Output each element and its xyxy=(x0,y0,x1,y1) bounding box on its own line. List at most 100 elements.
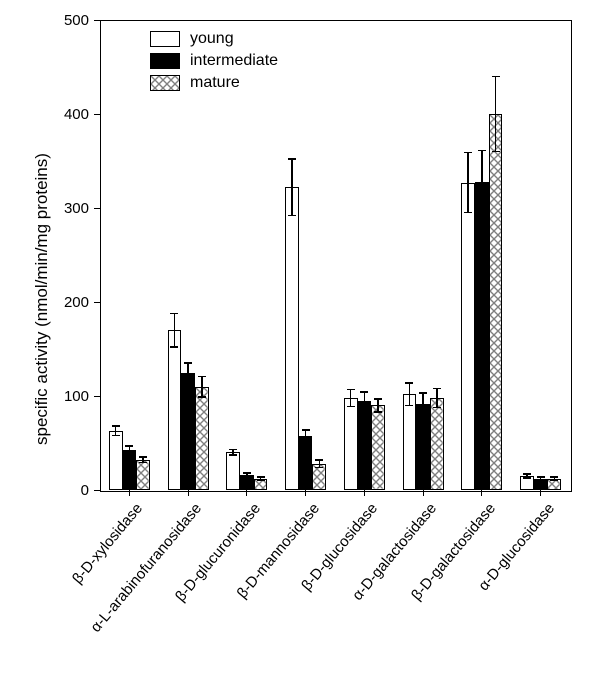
x-tick xyxy=(129,490,130,496)
legend-label: mature xyxy=(190,74,240,92)
error-bar xyxy=(174,313,176,347)
error-bar xyxy=(187,363,189,382)
bar xyxy=(109,431,123,490)
error-bar xyxy=(481,151,483,213)
bar xyxy=(430,398,444,490)
error-bar xyxy=(201,376,203,397)
legend-row: intermediate xyxy=(150,52,278,70)
error-cap xyxy=(302,429,310,431)
x-tick xyxy=(364,490,365,496)
error-cap xyxy=(243,476,251,478)
error-cap xyxy=(315,459,323,461)
bar xyxy=(285,187,299,490)
error-cap xyxy=(184,362,192,364)
error-bar xyxy=(436,388,438,407)
bar xyxy=(403,394,417,490)
error-cap xyxy=(478,212,486,214)
legend-label: intermediate xyxy=(190,52,278,70)
error-cap xyxy=(288,215,296,217)
error-cap xyxy=(419,413,427,415)
error-cap xyxy=(492,151,500,153)
error-bar xyxy=(467,153,469,213)
error-cap xyxy=(184,381,192,383)
y-tick-label: 200 xyxy=(49,294,89,311)
legend-swatch xyxy=(150,31,180,47)
y-tick-label: 500 xyxy=(49,12,89,29)
bar xyxy=(123,450,137,490)
error-cap xyxy=(347,389,355,391)
error-cap xyxy=(492,76,500,78)
error-cap xyxy=(257,476,265,478)
error-cap xyxy=(112,425,120,427)
error-bar xyxy=(364,392,366,409)
bar xyxy=(416,404,430,490)
error-cap xyxy=(419,392,427,394)
bar xyxy=(299,436,313,490)
x-tick xyxy=(246,490,247,496)
bar xyxy=(475,182,489,490)
error-bar xyxy=(305,430,307,443)
error-bar xyxy=(350,389,352,406)
y-tick xyxy=(94,302,100,303)
error-cap xyxy=(537,480,545,482)
x-tick xyxy=(481,490,482,496)
error-cap xyxy=(139,462,147,464)
error-cap xyxy=(523,477,531,479)
bar xyxy=(168,330,182,490)
x-tick xyxy=(423,490,424,496)
bar xyxy=(461,183,475,490)
bar xyxy=(489,114,503,490)
legend-swatch xyxy=(150,75,180,91)
error-cap xyxy=(288,158,296,160)
y-tick xyxy=(94,396,100,397)
error-cap xyxy=(550,476,558,478)
x-tick xyxy=(305,490,306,496)
y-tick-label: 100 xyxy=(49,388,89,405)
error-cap xyxy=(405,382,413,384)
x-tick xyxy=(540,490,541,496)
error-bar xyxy=(495,76,497,151)
error-cap xyxy=(464,212,472,214)
error-cap xyxy=(198,376,206,378)
legend-row: mature xyxy=(150,74,278,92)
error-bar xyxy=(291,159,293,215)
y-tick-label: 0 xyxy=(49,482,89,499)
error-cap xyxy=(464,152,472,154)
y-tick-label: 400 xyxy=(49,106,89,123)
error-cap xyxy=(550,480,558,482)
bar xyxy=(136,460,150,490)
error-cap xyxy=(374,411,382,413)
error-cap xyxy=(433,388,441,390)
legend: young intermediate mature xyxy=(150,30,278,92)
error-cap xyxy=(170,313,178,315)
chart-root: specific activity (nmol/min/mg proteins)… xyxy=(0,0,606,692)
error-cap xyxy=(405,405,413,407)
error-bar xyxy=(409,383,411,406)
x-tick xyxy=(188,490,189,496)
error-bar xyxy=(377,399,379,412)
error-cap xyxy=(478,150,486,152)
error-cap xyxy=(347,406,355,408)
bar xyxy=(181,373,195,491)
error-cap xyxy=(125,445,133,447)
y-tick xyxy=(94,208,100,209)
error-cap xyxy=(537,476,545,478)
error-cap xyxy=(374,398,382,400)
y-tick-label: 300 xyxy=(49,200,89,217)
error-cap xyxy=(523,473,531,475)
error-bar xyxy=(422,393,424,414)
bar xyxy=(358,401,372,490)
bar xyxy=(195,387,209,490)
error-cap xyxy=(257,480,265,482)
legend-label: young xyxy=(190,30,234,48)
y-tick xyxy=(94,490,100,491)
error-cap xyxy=(112,435,120,437)
error-cap xyxy=(315,467,323,469)
error-cap xyxy=(302,442,310,444)
bar xyxy=(344,398,358,490)
error-cap xyxy=(360,391,368,393)
y-tick xyxy=(94,114,100,115)
error-cap xyxy=(243,472,251,474)
error-cap xyxy=(125,453,133,455)
y-tick xyxy=(94,20,100,21)
